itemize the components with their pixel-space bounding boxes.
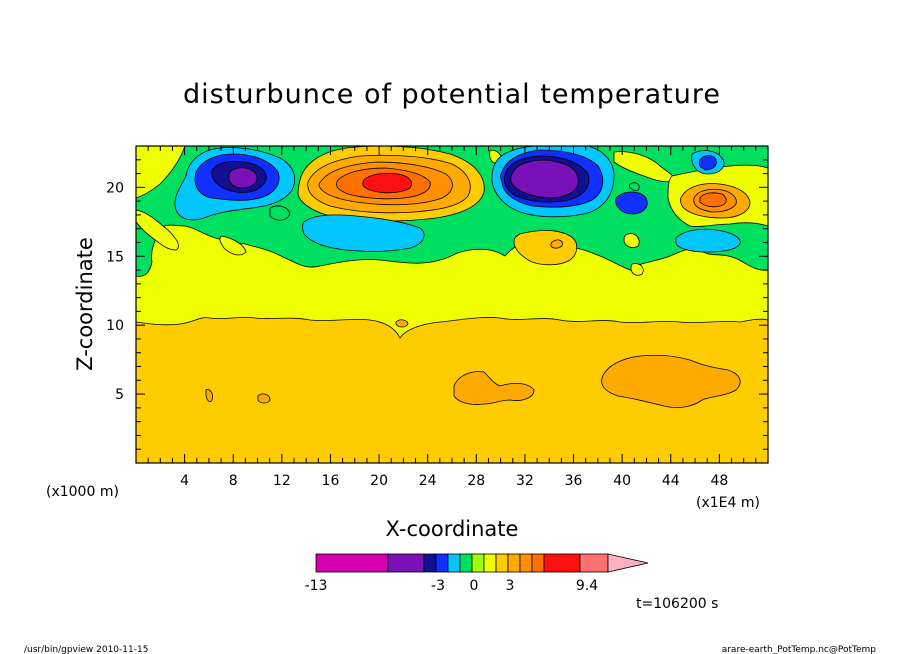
colorbar-segment xyxy=(579,553,609,573)
colorbar-segment xyxy=(483,553,497,573)
colorbar-labels: -13 -3 0 3 9.4 xyxy=(305,578,599,594)
x-tick-label: 28 xyxy=(467,473,485,489)
x-tick-label: 4 xyxy=(180,473,189,489)
chart-title: disturbunce of potential temperature xyxy=(183,79,721,110)
colorbar-segment xyxy=(447,553,461,573)
x-tick-label: 20 xyxy=(370,473,388,489)
y-axis-ticks: 5 10 15 20 xyxy=(106,159,768,450)
y-tick-label: 10 xyxy=(106,318,124,334)
colorbar-label: 9.4 xyxy=(576,578,598,594)
y-axis-label: Z-coordinate xyxy=(73,237,97,371)
footer-right: arare-earth_PotTemp.nc@PotTemp xyxy=(722,645,877,654)
colorbar xyxy=(315,553,649,573)
time-label: t=106200 s xyxy=(636,596,718,612)
x-tick-label: 32 xyxy=(516,473,534,489)
y-tick-label: 20 xyxy=(106,180,124,196)
y-tick-label: 5 xyxy=(115,387,124,403)
colorbar-segment xyxy=(531,553,545,573)
footer-left: /usr/bin/gpview 2010-11-15 xyxy=(24,645,148,654)
x-tick-label: 8 xyxy=(229,473,238,489)
x-axis-label: X-coordinate xyxy=(386,517,519,541)
colorbar-segment xyxy=(315,553,389,573)
x-tick-label: 40 xyxy=(613,473,631,489)
colorbar-label: 0 xyxy=(470,578,479,594)
colorbar-segment xyxy=(459,553,473,573)
contour-field xyxy=(136,146,768,463)
colorbar-segment xyxy=(495,553,509,573)
x-tick-label: 16 xyxy=(322,473,340,489)
x-tick-label: 12 xyxy=(273,473,291,489)
x-tick-label: 36 xyxy=(565,473,583,489)
colorbar-segment xyxy=(471,553,485,573)
colorbar-segment xyxy=(387,553,425,573)
x-unit-label: (x1000 m) xyxy=(46,484,119,500)
region-orange-lower xyxy=(136,317,768,463)
y-tick-label: 15 xyxy=(106,249,124,265)
colorbar-segment xyxy=(543,553,581,573)
z-unit-label: (x1E4 m) xyxy=(696,495,760,511)
colorbar-label: 3 xyxy=(506,578,515,594)
colorbar-label: -3 xyxy=(431,578,445,594)
colorbar-segment xyxy=(435,553,449,573)
colorbar-label: -13 xyxy=(305,578,328,594)
colorbar-segment xyxy=(507,553,521,573)
x-tick-label: 24 xyxy=(419,473,437,489)
x-axis-ticks: 4 8 12 16 20 24 28 32 36 40 44 48 xyxy=(147,146,757,489)
colorbar-segment xyxy=(519,553,533,573)
colorbar-segment xyxy=(423,553,437,573)
colorbar-arrow xyxy=(607,553,649,573)
x-tick-label: 48 xyxy=(710,473,728,489)
x-tick-label: 44 xyxy=(662,473,680,489)
